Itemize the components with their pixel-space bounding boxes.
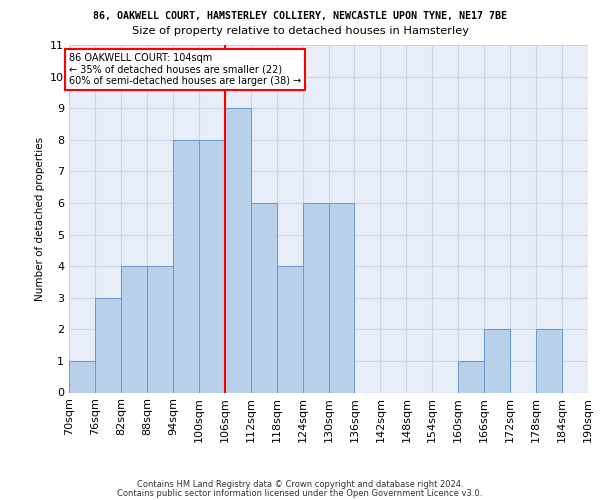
Bar	[199, 140, 224, 392]
Bar	[121, 266, 147, 392]
Bar	[69, 361, 95, 392]
Bar	[251, 203, 277, 392]
Bar	[329, 203, 355, 392]
Bar	[536, 330, 562, 392]
Text: Contains HM Land Registry data © Crown copyright and database right 2024.: Contains HM Land Registry data © Crown c…	[137, 480, 463, 489]
Bar	[484, 330, 510, 392]
Bar	[458, 361, 484, 392]
Bar	[173, 140, 199, 392]
Text: 86, OAKWELL COURT, HAMSTERLEY COLLIERY, NEWCASTLE UPON TYNE, NE17 7BE: 86, OAKWELL COURT, HAMSTERLEY COLLIERY, …	[93, 11, 507, 21]
Bar	[225, 108, 251, 393]
Bar	[147, 266, 173, 392]
Bar	[277, 266, 302, 392]
Text: Size of property relative to detached houses in Hamsterley: Size of property relative to detached ho…	[131, 26, 469, 36]
Bar	[302, 203, 329, 392]
Text: 86 OAKWELL COURT: 104sqm
← 35% of detached houses are smaller (22)
60% of semi-d: 86 OAKWELL COURT: 104sqm ← 35% of detach…	[69, 53, 301, 86]
Y-axis label: Number of detached properties: Number of detached properties	[35, 136, 44, 301]
Text: Contains public sector information licensed under the Open Government Licence v3: Contains public sector information licen…	[118, 488, 482, 498]
Bar	[95, 298, 121, 392]
